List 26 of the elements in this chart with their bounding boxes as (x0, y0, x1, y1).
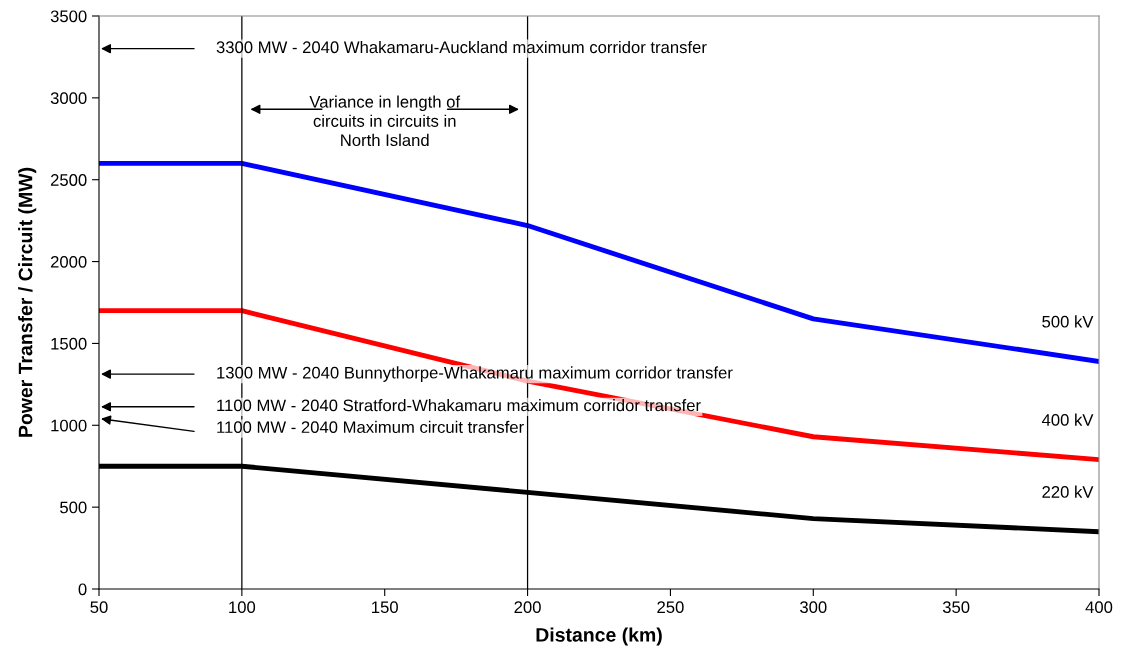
annotation: 1100 MW - 2040 Stratford-Whakamaru maximum corridor transfer (217, 399, 701, 412)
annotation: 1300 MW - 2040 Bunnythorpe-Whakamaru maximum corridor transfer (217, 366, 733, 382)
series-label: 400 kV (1041, 413, 1094, 426)
x-tick-label: 150 (372, 601, 398, 614)
series-label: 500 kV (1042, 315, 1094, 328)
annotation: 1100 MW - 2040 Maximum circuit transfer (217, 420, 524, 434)
y-tick-label: 500 (60, 501, 87, 514)
y-axis-title: Power Transfer / Circuit (MW) (18, 167, 37, 437)
y-tick-label: 1000 (51, 419, 87, 432)
annotation: 3300 MW - 2040 Whakamaru-Auckland maximum corridor transfer (216, 40, 707, 54)
y-tick-label: 1500 (51, 337, 87, 350)
y-tick-label: 3000 (50, 92, 87, 105)
y-tick-label: 2000 (50, 255, 87, 268)
series-label: 220 kV (1042, 485, 1094, 498)
x-tick-label: 200 (514, 601, 541, 614)
x-tick-label: 300 (800, 601, 827, 614)
x-tick-label: 400 (1085, 601, 1113, 614)
y-tick-label: 2500 (50, 174, 87, 186)
x-tick-label: 250 (657, 601, 684, 614)
y-tick-label: 0 (78, 583, 87, 596)
x-tick-label: 100 (229, 601, 256, 614)
x-axis-title: Distance (km) (536, 627, 662, 646)
x-tick-label: 50 (90, 601, 108, 614)
x-tick-label: 350 (942, 601, 970, 614)
annotation: Variance in length of circuits in circuits in North Island (309, 95, 461, 147)
y-tick-label: 3500 (50, 10, 87, 23)
